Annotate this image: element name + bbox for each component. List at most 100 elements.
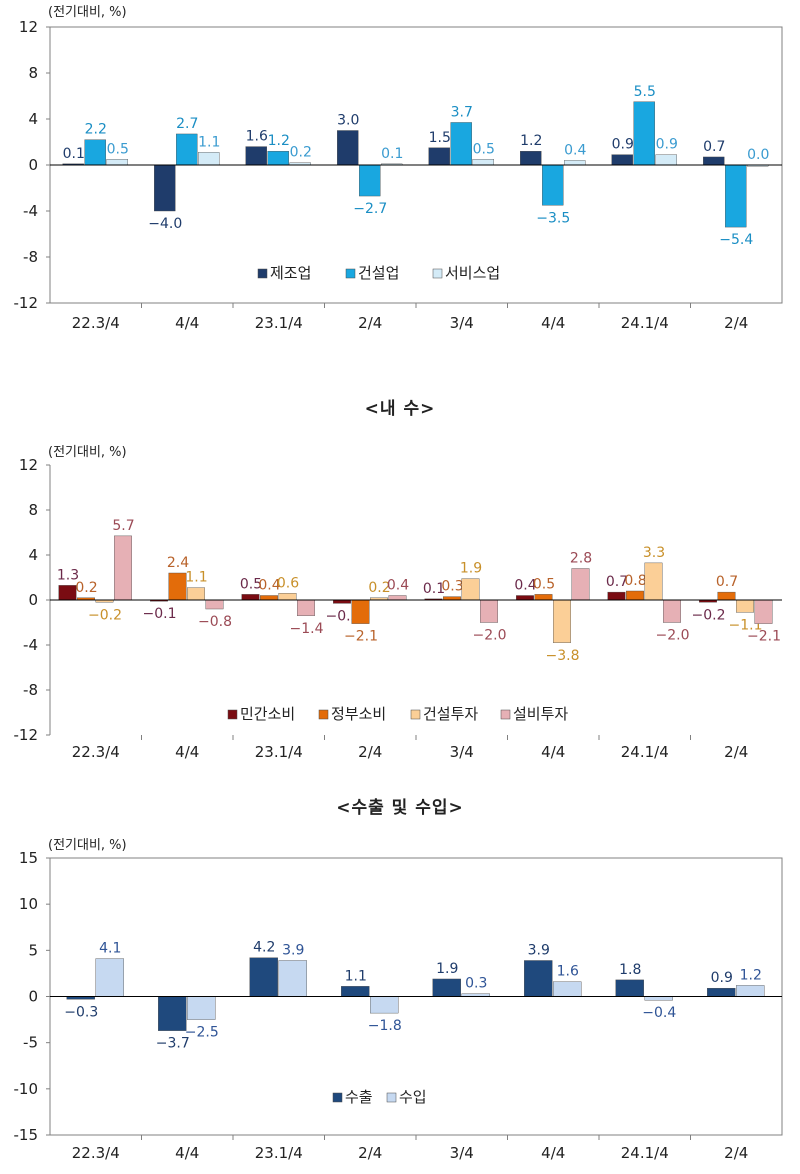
chart-industry: (전기대비, %) -12 -8 -4 0 4 8 12 22.3/4 4/4 23.1/4 2/4 3…: [0, 0, 800, 345]
data-label: 0.4: [387, 578, 409, 594]
y-tick-label: -4: [23, 202, 38, 220]
data-label: 2.8: [570, 551, 592, 567]
data-label: 5.7: [112, 518, 134, 534]
data-label: 0.5: [107, 141, 129, 157]
chart-domestic-demand: (전기대비, %) -12 -8 -4 0 4 8 12 22.3/4 4/4 23.1/4 2/4 3…: [0, 425, 800, 770]
bar: [725, 164, 747, 228]
bar: [278, 960, 307, 997]
bar: [58, 585, 77, 601]
legend-label: 건설업: [358, 264, 399, 282]
bar: [297, 599, 315, 616]
y-tick-label: -12: [14, 294, 39, 312]
bar: [524, 960, 553, 997]
y-tick-label: 0: [28, 156, 38, 174]
y-tick-label: 10: [19, 895, 38, 913]
bar: [626, 590, 644, 601]
bar: [736, 599, 754, 613]
data-label: −0.2: [88, 607, 122, 623]
legend-swatch: [410, 709, 421, 720]
bar: [351, 599, 370, 624]
chart-industry-svg: (전기대비, %) -12 -8 -4 0 4 8 12 22.3/4 4/4 23.1/4 2/4 3…: [14, 5, 783, 332]
bar: [187, 587, 205, 601]
x-tick-label: 2/4: [724, 743, 748, 761]
bar: [703, 156, 725, 166]
data-label: −2.7: [353, 201, 387, 217]
data-label: −3.8: [546, 648, 580, 664]
data-label: −2.0: [656, 628, 690, 644]
y-tick-label: -8: [23, 248, 38, 266]
bar: [644, 562, 663, 601]
legend-swatch: [500, 709, 511, 720]
bar: [644, 996, 673, 1001]
bar: [534, 594, 553, 601]
bar: [341, 986, 370, 997]
bar: [428, 147, 450, 166]
data-label: −4.0: [148, 216, 182, 232]
legend-label: 정부소비: [331, 705, 386, 723]
bar: [370, 996, 399, 1014]
data-label: −0.3: [326, 608, 360, 624]
bar: [707, 987, 736, 997]
bar: [571, 568, 590, 601]
x-tick-label: 2/4: [358, 1144, 382, 1162]
bar: [245, 146, 267, 166]
data-label: 1.9: [436, 961, 458, 977]
bar: [154, 164, 176, 212]
data-label: 0.2: [368, 580, 390, 596]
data-label: −1.1: [729, 617, 763, 633]
bar: [736, 985, 765, 997]
legend-swatch: [345, 268, 356, 279]
section-title-exports-imports: <수출 및 수입>: [336, 798, 464, 818]
bar: [114, 535, 132, 601]
legend-label: 설비투자: [513, 705, 568, 723]
bar: [717, 591, 736, 601]
data-label: 0.3: [465, 976, 487, 992]
data-label: 0.4: [564, 142, 586, 158]
data-label: 0.2: [75, 580, 97, 596]
bar: [520, 150, 542, 166]
bar: [564, 160, 586, 166]
bar: [95, 958, 124, 997]
bar: [611, 154, 633, 166]
x-tick-label: 24.1/4: [621, 743, 669, 761]
legend-swatch: [386, 1092, 397, 1103]
x-tick-label: 4/4: [541, 314, 565, 332]
data-label: 1.6: [557, 964, 579, 980]
data-label: −1.8: [368, 1018, 402, 1034]
data-label: −3.5: [536, 210, 570, 226]
data-label: 1.3: [57, 567, 79, 583]
data-label: 0.0: [747, 147, 769, 163]
x-tick-label: 3/4: [450, 314, 474, 332]
bar: [553, 981, 582, 997]
bar: [198, 152, 220, 166]
x-tick-label: 4/4: [175, 1144, 199, 1162]
data-label: 4.2: [253, 940, 275, 956]
legend-label: 수입: [399, 1088, 427, 1106]
data-label: 1.8: [619, 962, 641, 978]
legend-swatch: [318, 709, 329, 720]
bar: [450, 122, 472, 166]
bar: [615, 979, 644, 997]
data-label: 0.1: [63, 146, 85, 162]
bar: [754, 599, 773, 624]
y-tick-label: 4: [28, 110, 38, 128]
y-tick-label: 12: [19, 456, 38, 474]
data-label: −1.4: [290, 621, 324, 637]
unit-label: (전기대비, %): [48, 5, 127, 20]
legend-label: 서비스업: [445, 264, 500, 282]
data-label: 0.5: [473, 141, 495, 157]
y-tick-label: -15: [14, 1126, 39, 1144]
y-tick-label: 8: [28, 64, 38, 82]
legend-label: 수출: [345, 1088, 373, 1106]
x-tick-label: 4/4: [175, 314, 199, 332]
data-label: −2.1: [344, 629, 378, 645]
bar: [205, 599, 224, 610]
data-label: 3.7: [451, 104, 473, 120]
bar: [168, 572, 187, 601]
bar: [663, 599, 681, 623]
bar: [542, 164, 564, 206]
data-label: −0.1: [143, 606, 177, 622]
data-label: −0.2: [692, 607, 726, 623]
data-label: 3.0: [337, 113, 359, 129]
bar: [106, 159, 128, 166]
